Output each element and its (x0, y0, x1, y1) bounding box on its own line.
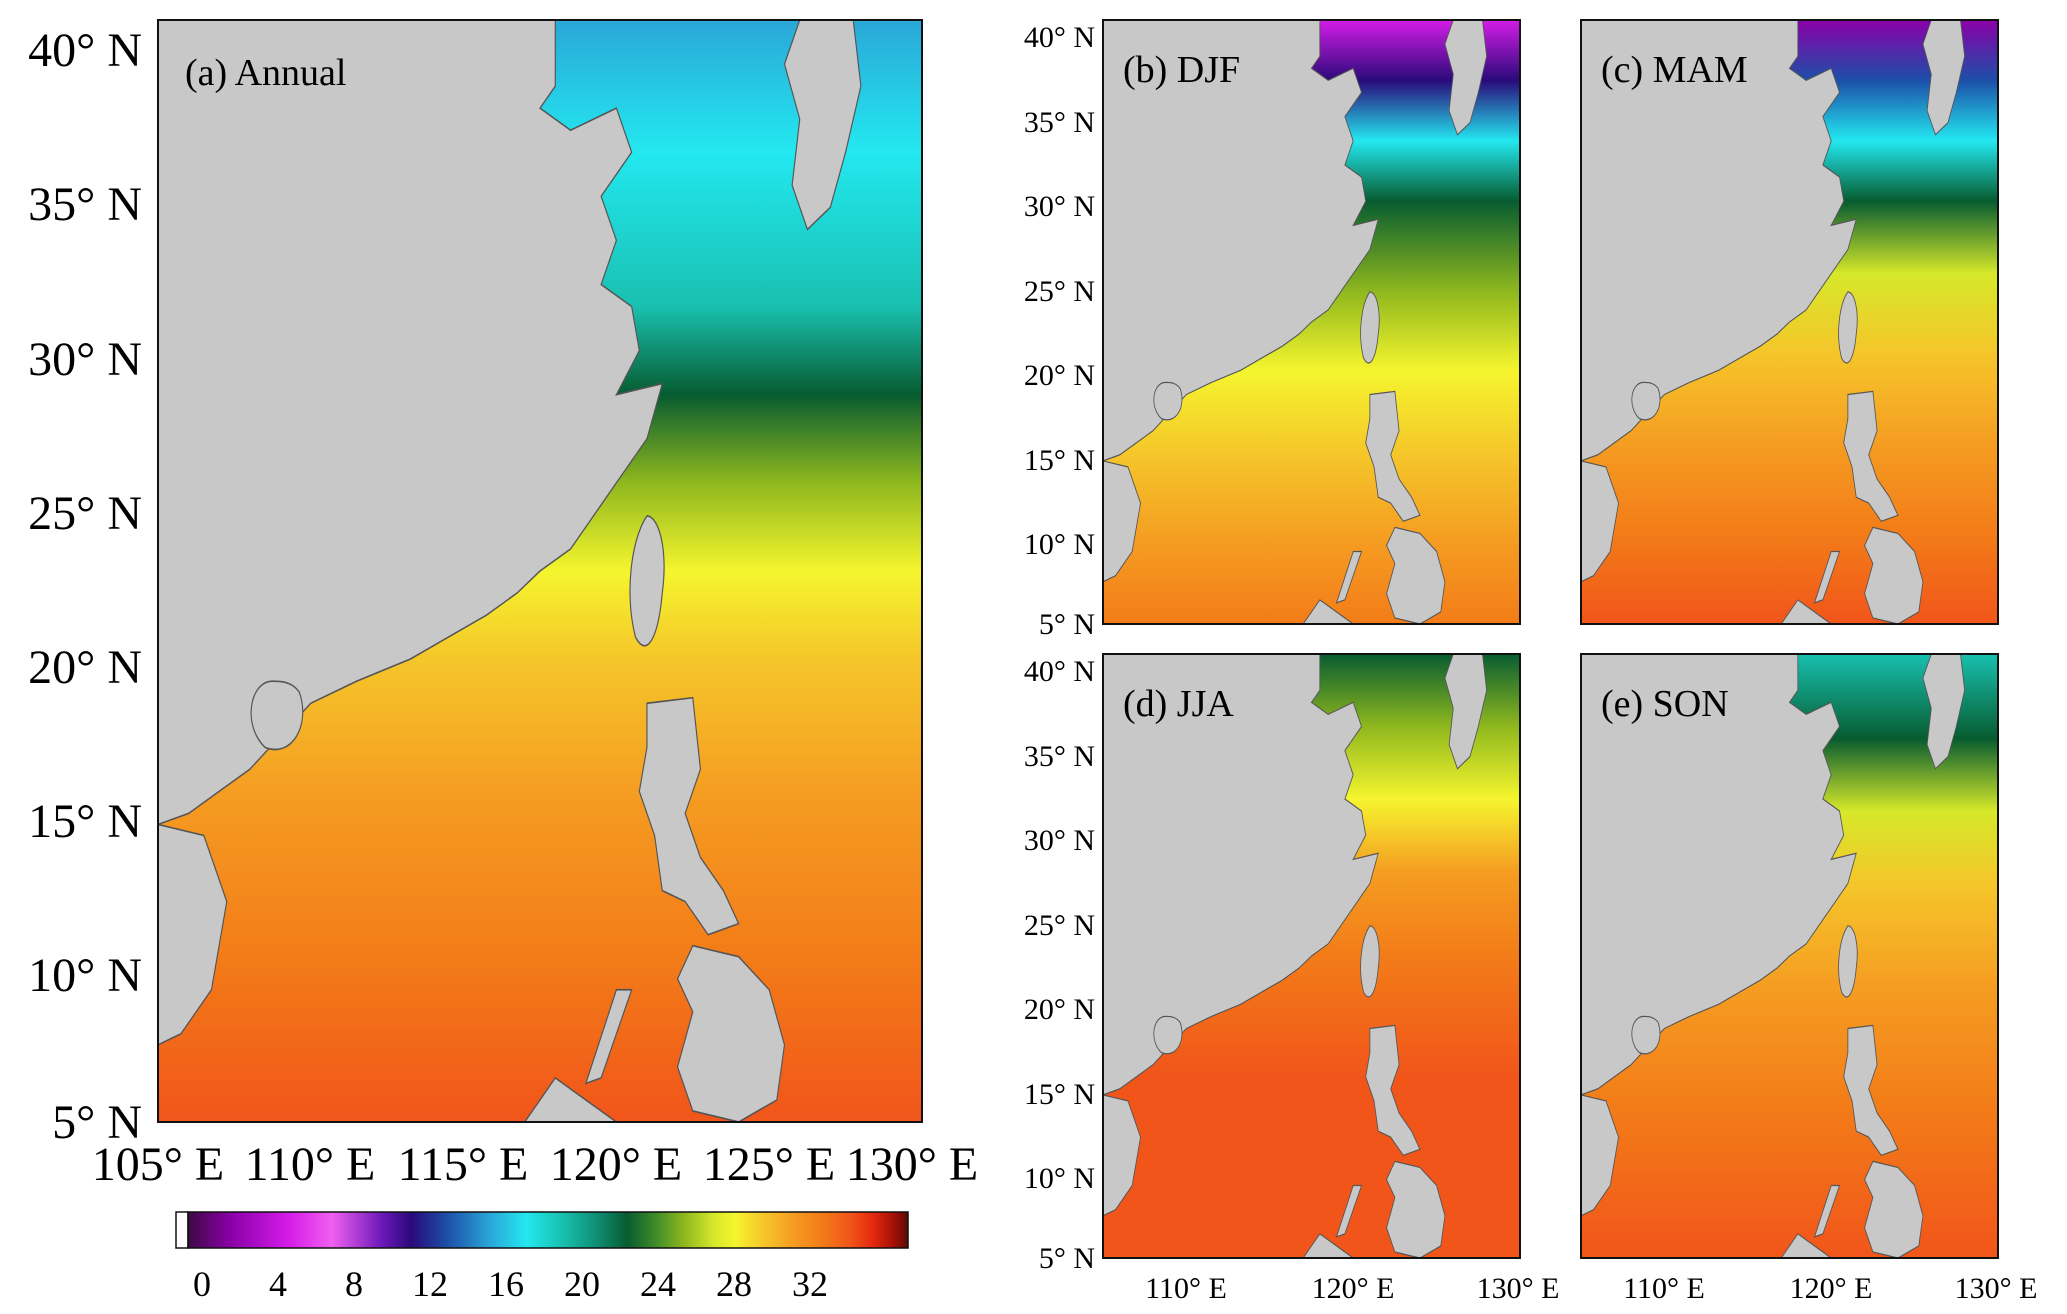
panel-jja-frame (1102, 653, 1521, 1259)
lat-tick-label: 35° N (1024, 740, 1095, 773)
colorbar-tick: 28 (716, 1264, 752, 1304)
panel-son-lon-axis: 110° E 120° E 130° E (1623, 1272, 2037, 1305)
lon-tick-label: 120° E (1790, 1272, 1873, 1305)
colorbar-tick: 24 (640, 1264, 676, 1304)
lat-tick-label: 25° N (28, 487, 142, 540)
lat-tick-label: 10° N (1024, 1162, 1095, 1195)
panel-son: (e) SON (1580, 653, 1999, 1259)
colorbar-tick: 12 (412, 1264, 448, 1304)
panel-mam: (c) MAM (1580, 19, 1999, 625)
lat-tick-label: 5° N (52, 1096, 142, 1149)
lat-tick-label: 20° N (1024, 359, 1095, 392)
lat-tick-label: 15° N (1024, 1078, 1095, 1111)
colorbar-tick: 32 (792, 1264, 828, 1304)
lon-tick-label: 125° E (703, 1138, 836, 1191)
colorbar-tick: 16 (488, 1264, 524, 1304)
lat-tick-label: 30° N (1024, 824, 1095, 857)
lat-tick-label: 35° N (1024, 106, 1095, 139)
lon-tick-label: 110° E (1145, 1272, 1227, 1305)
colorbar-under-swatch (175, 1211, 189, 1249)
lon-tick-label: 115° E (398, 1138, 529, 1191)
lon-tick-label: 120° E (550, 1138, 683, 1191)
colorbar: 0 4 8 12 16 20 24 28 32 (175, 1211, 909, 1304)
lon-tick-label: 120° E (1312, 1272, 1395, 1305)
top-row-lat-axis: 40° N 35° N 30° N 25° N 20° N 15° N 10° … (1024, 21, 1095, 641)
colorbar-tick: 20 (564, 1264, 600, 1304)
lat-tick-label: 20° N (1024, 993, 1095, 1026)
panel-djf: (b) DJF (1102, 19, 1521, 625)
lat-tick-label: 35° N (28, 178, 142, 231)
panel-annual-lat-axis: 40° N 35° N 30° N 25° N 20° N 15° N 10° … (28, 24, 142, 1149)
bottom-row-lat-axis: 40° N 35° N 30° N 25° N 20° N 15° N 10° … (1024, 655, 1095, 1275)
panel-annual-frame (157, 19, 923, 1123)
lon-tick-label: 105° E (92, 1138, 225, 1191)
colorbar-gradient (187, 1211, 909, 1249)
lon-tick-label: 110° E (245, 1138, 376, 1191)
lon-tick-label: 130° E (1955, 1272, 2038, 1305)
panel-annual-lon-axis: 105° E 110° E 115° E 120° E 125° E 130° … (92, 1138, 979, 1191)
panel-djf-label: (b) DJF (1123, 49, 1240, 91)
panel-son-label: (e) SON (1601, 683, 1729, 725)
lat-tick-label: 15° N (28, 795, 142, 848)
lat-tick-label: 25° N (1024, 909, 1095, 942)
lon-tick-label: 110° E (1623, 1272, 1705, 1305)
panel-djf-frame (1102, 19, 1521, 625)
panel-son-frame (1580, 653, 1999, 1259)
panel-jja-label: (d) JJA (1123, 683, 1234, 725)
lat-tick-label: 15° N (1024, 444, 1095, 477)
panel-jja-lon-axis: 110° E 120° E 130° E (1145, 1272, 1559, 1305)
lat-tick-label: 30° N (1024, 190, 1095, 223)
lat-tick-label: 5° N (1039, 1242, 1095, 1275)
lat-tick-label: 40° N (1024, 655, 1095, 688)
colorbar-tick: 4 (269, 1264, 287, 1304)
lat-tick-label: 30° N (28, 333, 142, 386)
lat-tick-label: 25° N (1024, 275, 1095, 308)
lat-tick-label: 40° N (1024, 21, 1095, 54)
lat-tick-label: 10° N (1024, 528, 1095, 561)
lat-tick-label: 20° N (28, 641, 142, 694)
lat-tick-label: 5° N (1039, 608, 1095, 641)
panel-annual-label: (a) Annual (185, 52, 346, 94)
colorbar-tick: 8 (345, 1264, 363, 1304)
panel-jja: (d) JJA (1102, 653, 1521, 1259)
lat-tick-label: 40° N (28, 24, 142, 77)
lon-tick-label: 130° E (1477, 1272, 1560, 1305)
lat-tick-label: 10° N (28, 949, 142, 1002)
lon-tick-label: 130° E (846, 1138, 979, 1191)
panel-annual: (a) Annual (157, 19, 923, 1123)
panel-mam-frame (1580, 19, 1999, 625)
colorbar-tick: 0 (193, 1264, 211, 1304)
panel-mam-label: (c) MAM (1601, 49, 1748, 91)
